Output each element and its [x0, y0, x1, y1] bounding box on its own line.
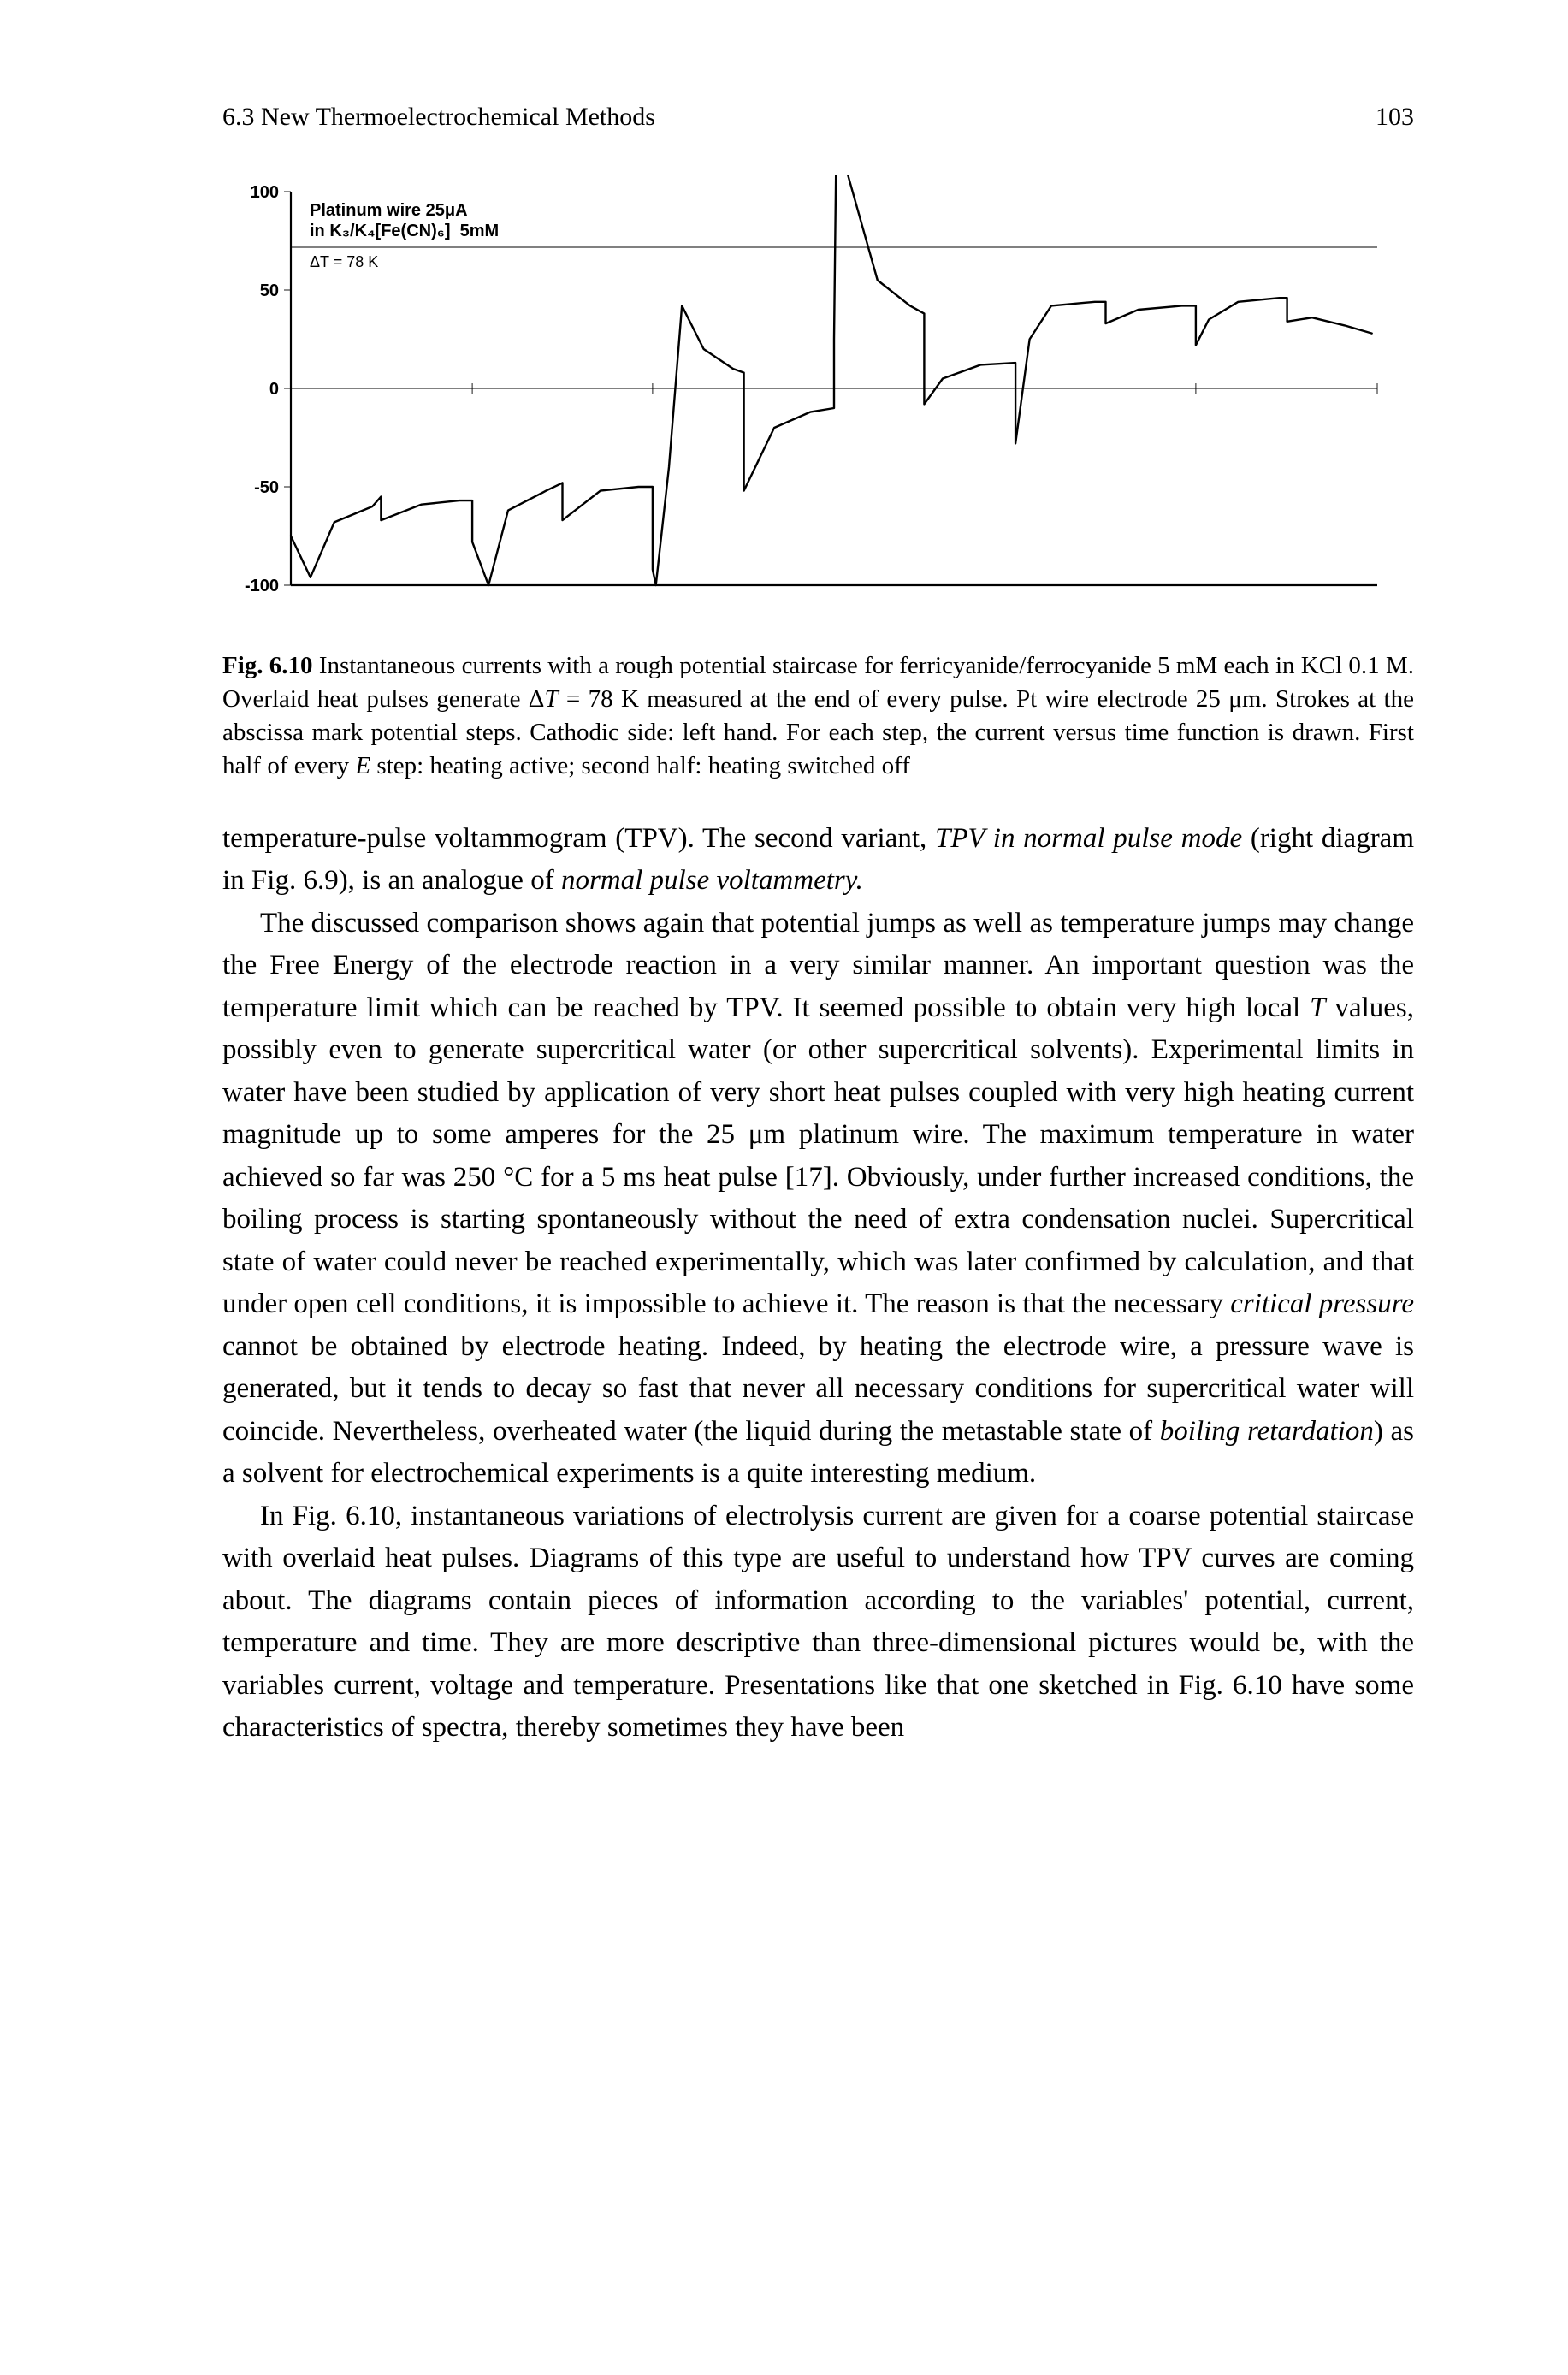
svg-text:-100: -100 — [245, 577, 279, 595]
caption-text-4: step: heating active; second half: heati… — [370, 752, 910, 779]
svg-text:ΔT = 78 K: ΔT = 78 K — [310, 253, 378, 270]
figure-6-10: -100 -50 0 50 100 Platinum wire 25μA in K₃/K₄[… — [222, 175, 1414, 619]
figure-block: -100 -50 0 50 100 Platinum wire 25μA in K₃/K₄[… — [222, 175, 1414, 784]
p2-1: T — [1310, 992, 1325, 1023]
page-number: 103 — [1376, 103, 1414, 132]
p1-0: temperature-pulse voltammogram (TPV). Th… — [222, 823, 935, 854]
para-3: In Fig. 6.10, instantaneous variations o… — [222, 1495, 1414, 1750]
p2-2: values, possibly even to generate superc… — [222, 992, 1414, 1320]
running-header: 6.3 New Thermoelectrochemical Methods 10… — [222, 103, 1414, 132]
p2-3: critical pressure — [1230, 1288, 1414, 1319]
svg-text:in K₃/K₄[Fe(CN)₆] 5mM: in K₃/K₄[Fe(CN)₆] 5mM — [310, 222, 499, 240]
p1-3: normal pulse voltammetry. — [561, 865, 863, 896]
figure-caption: Fig. 6.10 Instantaneous currents with a … — [222, 649, 1414, 784]
svg-text:0: 0 — [269, 380, 279, 399]
p2-5: boiling retardation — [1160, 1416, 1374, 1447]
body-text: temperature-pulse voltammogram (TPV). Th… — [222, 818, 1414, 1750]
svg-text:50: 50 — [260, 281, 279, 300]
para-2: The discussed comparison shows again tha… — [222, 903, 1414, 1495]
svg-text:-50: -50 — [254, 478, 279, 497]
caption-text-1: T — [544, 685, 558, 713]
p2-0: The discussed comparison shows again tha… — [222, 908, 1414, 1023]
para-1: temperature-pulse voltammogram (TPV). Th… — [222, 818, 1414, 903]
section-label: 6.3 New Thermoelectrochemical Methods — [222, 103, 655, 132]
p1-1: TPV in normal pulse mode — [935, 823, 1242, 854]
caption-text-3: E — [355, 752, 370, 779]
svg-text:100: 100 — [251, 183, 279, 202]
svg-text:Platinum wire 25μA: Platinum wire 25μA — [310, 201, 468, 220]
fig-label: Fig. 6.10 — [222, 652, 313, 679]
page: 6.3 New Thermoelectrochemical Methods 10… — [0, 0, 1568, 2375]
